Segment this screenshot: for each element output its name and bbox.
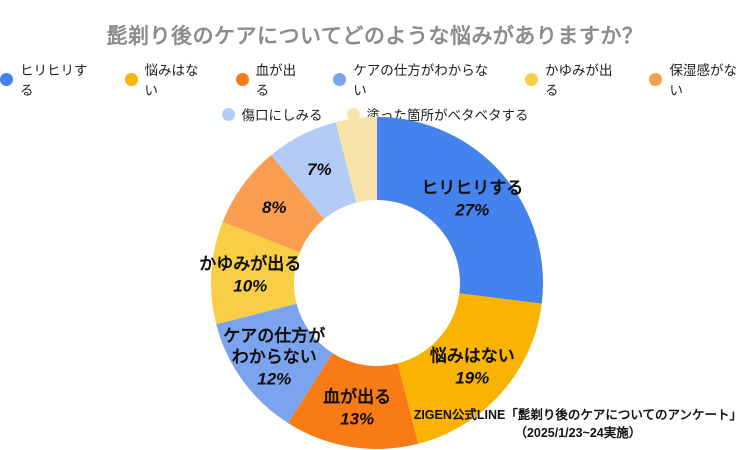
slice-label: 8%: [261, 198, 287, 218]
legend-item: かゆみが出る: [524, 59, 626, 99]
slice-label: ケアの仕方が わからない 12%: [223, 326, 326, 389]
legend-item-label: かゆみが出る: [544, 63, 613, 98]
legend-color-dot-icon: [124, 72, 138, 86]
legend-item-label: 血が出る: [255, 63, 297, 98]
legend-color-dot-icon: [221, 107, 235, 121]
legend-item: 保湿感がない: [649, 59, 750, 99]
legend-item: 塗った箇所がベタベタする: [346, 104, 529, 124]
source-line2: （2025/1/23~24実施）: [514, 426, 642, 441]
donut-segment-5: [211, 221, 300, 325]
legend-item: 悩みはない: [124, 59, 212, 99]
legend-item-label: 保湿感がない: [669, 63, 737, 98]
legend-item-label: 悩みはない: [144, 63, 199, 98]
donut-segment-6: [222, 155, 325, 253]
legend-item-label: ヒリヒリする: [20, 63, 88, 98]
legend-item-label: 傷口にしみる: [241, 108, 323, 123]
legend-color-dot-icon: [649, 72, 663, 86]
slice-label: 血が出る 13%: [323, 387, 392, 429]
legend-item-label: ケアの仕方がわからない: [353, 63, 489, 98]
donut-segment-8: [335, 117, 377, 203]
donut-segment-3: [288, 353, 419, 449]
legend-item: ヒリヒリする: [0, 59, 101, 99]
legend-item: 血が出る: [235, 59, 310, 99]
donut-segment-1: [377, 117, 543, 304]
legend-item-label: 塗った箇所がベタベタする: [366, 108, 529, 123]
slice-label: 7%: [307, 159, 332, 179]
legend-row: 傷口にしみる 塗った箇所がベタベタする: [0, 104, 750, 124]
donut-segment-7: [271, 122, 357, 220]
legend-color-dot-icon: [333, 72, 347, 86]
legend-color-dot-icon: [524, 72, 538, 86]
legend-item: 傷口にしみる: [221, 104, 323, 124]
slice-label: ヒリヒリする 27%: [421, 178, 524, 219]
source-note: ZIGEN公式LINE「髭剃り後のケアについてのアンケート」 （2025/1/2…: [414, 406, 742, 444]
legend-item: ケアの仕方がわからない: [333, 59, 501, 99]
legend-color-dot-icon: [0, 72, 13, 86]
legend: ヒリヒリする 悩みはない 血が出る ケアの仕方がわからない かゆみが出る 保湿感がない傷口…: [0, 59, 750, 124]
slice-label: 悩みはない 19%: [429, 346, 515, 387]
legend-row: ヒリヒリする 悩みはない 血が出る ケアの仕方がわからない かゆみが出る 保湿感がない: [0, 59, 750, 99]
chart-title: 髭剃り後のケアについてどのような悩みがありますか？: [106, 25, 644, 48]
slice-label: かゆみが出る 10%: [199, 254, 302, 296]
legend-color-dot-icon: [346, 107, 360, 121]
source-line1: ZIGEN公式LINE「髭剃り後のケアについてのアンケート」: [413, 407, 742, 422]
donut-segment-4: [216, 303, 333, 424]
legend-color-dot-icon: [235, 72, 249, 86]
